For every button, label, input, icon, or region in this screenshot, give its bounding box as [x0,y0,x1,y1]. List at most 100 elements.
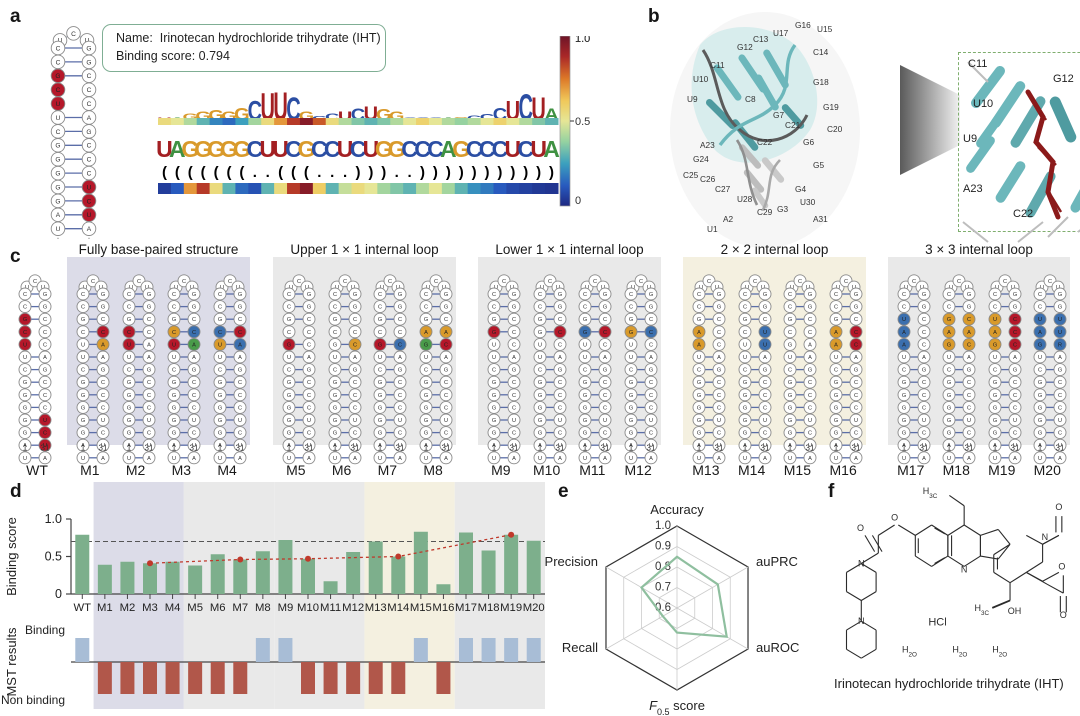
svg-text:A: A [1038,330,1042,336]
svg-text:.: . [408,164,412,181]
svg-text:C: C [378,305,382,311]
svg-text:C: C [1038,305,1042,311]
svg-text:C: C [743,292,747,298]
svg-text:C: C [101,330,105,336]
svg-text:): ) [381,164,386,181]
svg-text:C: C [192,330,196,336]
svg-text:C: C [172,305,176,311]
svg-text:G: G [146,292,150,298]
svg-text:A: A [809,342,813,348]
svg-text:G: G [603,292,607,298]
svg-text:M20: M20 [523,602,545,614]
svg-text:G: G [101,292,105,298]
svg-text:C: C [753,279,757,285]
svg-text:C: C [287,368,291,374]
svg-text:G: G [352,368,356,374]
svg-text:G: G [424,393,428,399]
svg-text:A: A [967,355,971,361]
svg-text:(: ( [304,164,309,181]
svg-text:C: C [1058,393,1062,399]
svg-text:C: C [388,279,392,285]
svg-text:(: ( [278,164,283,181]
svg-text:U10: U10 [973,98,993,110]
svg-text:C: C [512,431,516,437]
svg-text:C: C [854,431,858,437]
svg-text:C: C [717,330,721,336]
svg-text:G: G [492,317,496,323]
svg-text:O: O [891,513,898,523]
svg-text:C: C [287,305,291,311]
svg-text:G: G [537,418,541,424]
svg-text:C: C [192,393,196,399]
svg-text:G: G [1038,431,1042,437]
svg-text:G: G [378,317,382,323]
svg-text:G12: G12 [1053,73,1074,85]
svg-text:C: C [127,292,131,298]
svg-text:C: C [147,405,151,411]
svg-text:C: C [1013,342,1017,348]
svg-text:U: U [218,355,222,361]
svg-text:0.5: 0.5 [575,116,590,128]
svg-text:G: G [854,292,858,298]
svg-text:31: 31 [806,444,815,453]
svg-text:G19: G19 [823,102,839,112]
svg-text:C: C [717,431,721,437]
svg-text:U: U [444,418,448,424]
svg-text:0: 0 [575,195,581,207]
svg-text:G: G [993,342,997,348]
svg-text:C25: C25 [683,170,699,180]
svg-text:C: C [639,279,643,285]
svg-text:): ) [433,164,438,181]
svg-text:A: A [717,355,721,361]
svg-text:C: C [192,317,196,323]
svg-text:M7: M7 [232,602,248,614]
svg-text:C: C [81,305,85,311]
svg-text:A: A [193,342,197,348]
svg-text:31: 31 [760,444,769,453]
svg-text:C: C [834,368,838,374]
svg-text:U: U [558,418,562,424]
svg-text:A: A [87,226,92,233]
svg-text:A: A [558,456,562,462]
svg-text:(: ( [162,164,167,181]
svg-text:31: 31 [442,444,451,453]
svg-text:C: C [717,405,721,411]
svg-text:G: G [287,380,291,386]
svg-text:G: G [762,305,766,311]
svg-text:C: C [1013,393,1017,399]
svg-text:C: C [854,317,858,323]
svg-text:G: G [146,305,150,311]
svg-text:C: C [512,393,516,399]
svg-text:G: G [583,380,587,386]
svg-text:U: U [492,355,496,361]
svg-text:U: U [854,418,858,424]
svg-text:G: G [512,305,516,311]
svg-text:): ) [446,164,451,181]
svg-text:G: G [537,393,541,399]
svg-text:M14: M14 [387,602,409,614]
svg-text:WT: WT [73,602,91,614]
svg-text:C: C [1058,431,1062,437]
svg-text:C: C [649,330,653,336]
svg-text:0.7: 0.7 [655,582,671,594]
svg-text:A: A [993,330,997,336]
svg-text:H3C: H3C [923,486,938,500]
svg-text:C: C [717,380,721,386]
svg-text:C: C [922,405,926,411]
svg-text:A: A [922,456,926,462]
svg-text:G: G [192,305,196,311]
svg-text:U: U [538,456,542,462]
svg-text:G: G [583,330,587,336]
svg-text:G: G [126,393,130,399]
svg-text:G: G [1038,342,1042,348]
svg-text:C: C [147,330,151,336]
svg-text:): ) [549,164,554,181]
svg-text:0: 0 [55,587,62,601]
svg-text:C27: C27 [715,184,731,194]
svg-text:C: C [398,330,402,336]
svg-text:G: G [583,405,587,411]
svg-text:U: U [287,355,291,361]
svg-text:C: C [763,405,767,411]
svg-text:C: C [583,292,587,298]
svg-text:G: G [307,292,311,298]
